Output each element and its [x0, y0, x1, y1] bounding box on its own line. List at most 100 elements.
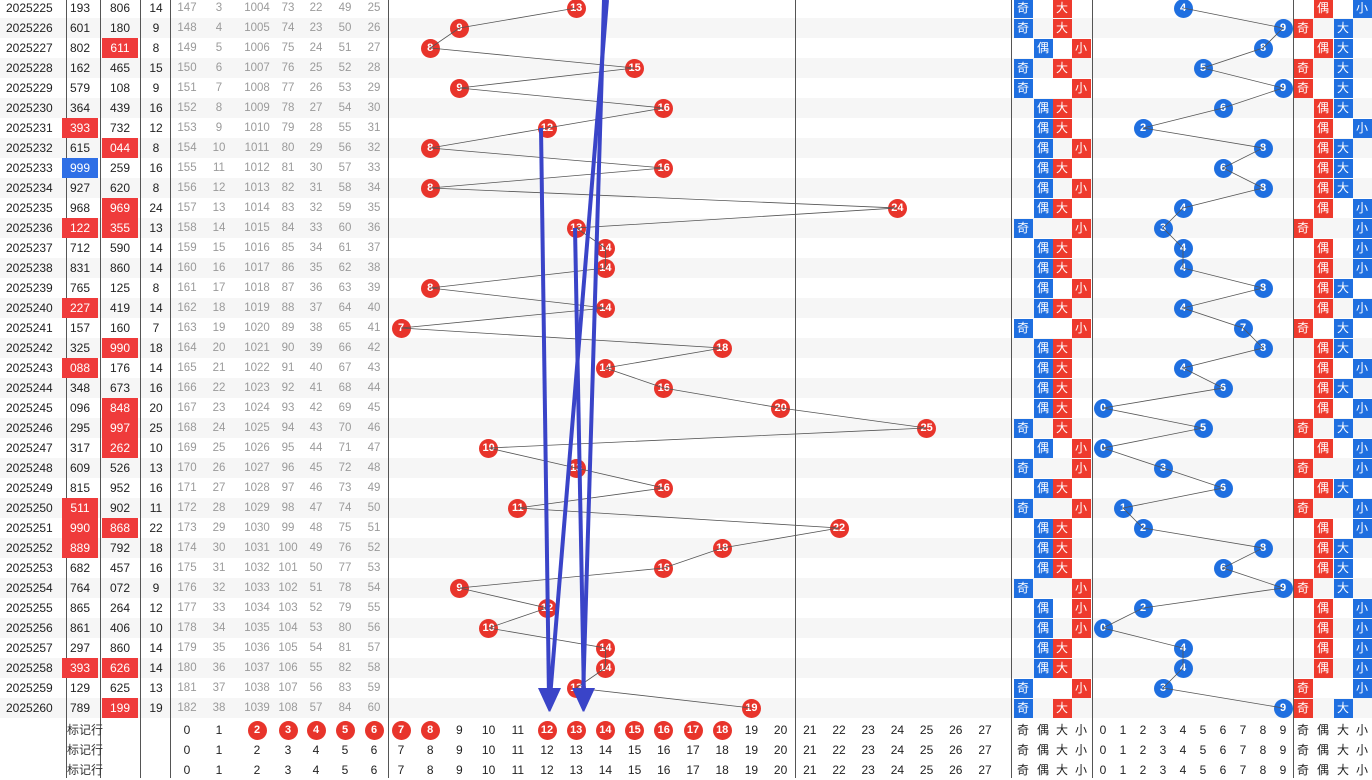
footer-tag-label[interactable]: 偶: [1316, 723, 1329, 737]
footer-marker[interactable]: 15: [625, 720, 645, 740]
footer-digit[interactable]: 9: [1279, 743, 1287, 757]
footer-digit[interactable]: 5: [1199, 743, 1207, 757]
footer-digit[interactable]: 9: [1279, 763, 1287, 777]
footer-number[interactable]: 14: [598, 763, 613, 777]
footer-marker[interactable]: 8: [420, 720, 440, 740]
footer-digit[interactable]: 4: [1179, 763, 1187, 777]
footer-tag-label[interactable]: 偶: [1036, 763, 1049, 777]
footer-number[interactable]: 3: [284, 743, 292, 757]
footer-tag-label[interactable]: 奇: [1296, 743, 1309, 757]
footer-number[interactable]: 21: [803, 723, 817, 737]
footer-tag-label[interactable]: 偶: [1316, 763, 1329, 777]
footer-number[interactable]: 8: [426, 763, 434, 777]
footer-number[interactable]: 11: [511, 763, 525, 777]
footer-number[interactable]: 22: [832, 723, 846, 737]
footer-number[interactable]: 2: [253, 743, 261, 757]
footer-marker[interactable]: 7: [391, 720, 411, 740]
footer-tag-label[interactable]: 大: [1336, 743, 1349, 757]
footer-tag-label[interactable]: 奇: [1296, 723, 1309, 737]
footer-tag-label[interactable]: 小: [1074, 723, 1087, 737]
footer-number[interactable]: 6: [370, 743, 378, 757]
footer-number[interactable]: 24: [890, 763, 905, 777]
footer-number[interactable]: 3: [284, 763, 292, 777]
footer-digit[interactable]: 1: [1119, 743, 1127, 757]
footer-digit[interactable]: 2: [1139, 743, 1147, 757]
footer-tag-label[interactable]: 奇: [1016, 723, 1029, 737]
footer-number[interactable]: 16: [657, 743, 671, 757]
footer-tag-label[interactable]: 大: [1055, 723, 1068, 737]
footer-number[interactable]: 19: [744, 743, 759, 757]
footer-number[interactable]: 11: [511, 743, 525, 757]
footer-number[interactable]: 10: [481, 723, 496, 737]
footer-digit[interactable]: 6: [1219, 723, 1227, 737]
footer-number[interactable]: 26: [949, 763, 963, 777]
footer-marker[interactable]: 17: [683, 720, 703, 740]
footer-number[interactable]: 12: [540, 763, 554, 777]
footer-digit[interactable]: 5: [1199, 763, 1207, 777]
footer-number[interactable]: 21: [803, 763, 817, 777]
footer-number[interactable]: 1: [215, 743, 223, 757]
footer-number[interactable]: 26: [949, 743, 963, 757]
footer-number[interactable]: 7: [397, 743, 405, 757]
footer-number[interactable]: 9: [456, 743, 463, 757]
footer-marker[interactable]: 3: [278, 720, 298, 740]
footer-number[interactable]: 23: [861, 763, 875, 777]
footer-number[interactable]: 25: [919, 723, 934, 737]
footer-tag-label[interactable]: 小: [1355, 763, 1368, 777]
footer-digit[interactable]: 3: [1159, 743, 1167, 757]
footer-digit[interactable]: 9: [1279, 723, 1287, 737]
footer-number[interactable]: 9: [456, 723, 463, 737]
footer-number[interactable]: 1: [215, 723, 223, 737]
footer-number[interactable]: 22: [832, 763, 846, 777]
footer-tag-label[interactable]: 大: [1055, 763, 1068, 777]
footer-tag-label[interactable]: 小: [1355, 723, 1368, 737]
footer-marker[interactable]: 14: [595, 720, 615, 740]
footer-number[interactable]: 10: [481, 763, 496, 777]
footer-number[interactable]: 4: [312, 743, 320, 757]
footer-number[interactable]: 17: [686, 763, 700, 777]
footer-marker[interactable]: 4: [306, 720, 326, 740]
footer-marker[interactable]: 13: [566, 720, 586, 740]
footer-number[interactable]: 25: [919, 763, 934, 777]
footer-number[interactable]: 13: [569, 743, 583, 757]
footer-number[interactable]: 10: [481, 743, 496, 757]
footer-number[interactable]: 11: [511, 723, 525, 737]
footer-digit[interactable]: 2: [1139, 763, 1147, 777]
footer-digit[interactable]: 2: [1139, 723, 1147, 737]
footer-tag-label[interactable]: 奇: [1296, 763, 1309, 777]
footer-digit[interactable]: 0: [1099, 723, 1107, 737]
footer-digit[interactable]: 0: [1099, 743, 1107, 757]
footer-number[interactable]: 16: [657, 763, 671, 777]
footer-digit[interactable]: 6: [1219, 763, 1227, 777]
footer-number[interactable]: 13: [569, 763, 583, 777]
footer-number[interactable]: 27: [978, 763, 992, 777]
footer-digit[interactable]: 4: [1179, 743, 1187, 757]
footer-number[interactable]: 20: [773, 763, 788, 777]
footer-number[interactable]: 24: [890, 723, 905, 737]
footer-marker[interactable]: 18: [712, 720, 732, 740]
footer-digit[interactable]: 6: [1219, 743, 1227, 757]
footer-digit[interactable]: 1: [1119, 723, 1127, 737]
footer-digit[interactable]: 3: [1159, 763, 1167, 777]
footer-digit[interactable]: 7: [1239, 723, 1247, 737]
footer-tag-label[interactable]: 小: [1074, 763, 1087, 777]
footer-tag-label[interactable]: 奇: [1016, 763, 1029, 777]
footer-digit[interactable]: 8: [1259, 763, 1267, 777]
footer-marker[interactable]: 12: [537, 720, 557, 740]
footer-marker[interactable]: 16: [654, 720, 674, 740]
footer-digit[interactable]: 8: [1259, 723, 1267, 737]
footer-number[interactable]: 19: [744, 763, 759, 777]
footer-tag-label[interactable]: 大: [1336, 723, 1349, 737]
footer-number[interactable]: 4: [312, 763, 320, 777]
footer-number[interactable]: 6: [370, 763, 378, 777]
footer-tag-label[interactable]: 小: [1074, 743, 1087, 757]
footer-tag-label[interactable]: 大: [1055, 743, 1068, 757]
footer-digit[interactable]: 1: [1119, 763, 1127, 777]
footer-number[interactable]: 0: [183, 743, 191, 757]
footer-number[interactable]: 18: [715, 763, 729, 777]
footer-number[interactable]: 5: [341, 763, 349, 777]
footer-number[interactable]: 14: [598, 743, 613, 757]
footer-digit[interactable]: 4: [1179, 723, 1187, 737]
footer-digit[interactable]: 8: [1259, 743, 1267, 757]
footer-number[interactable]: 27: [978, 743, 992, 757]
